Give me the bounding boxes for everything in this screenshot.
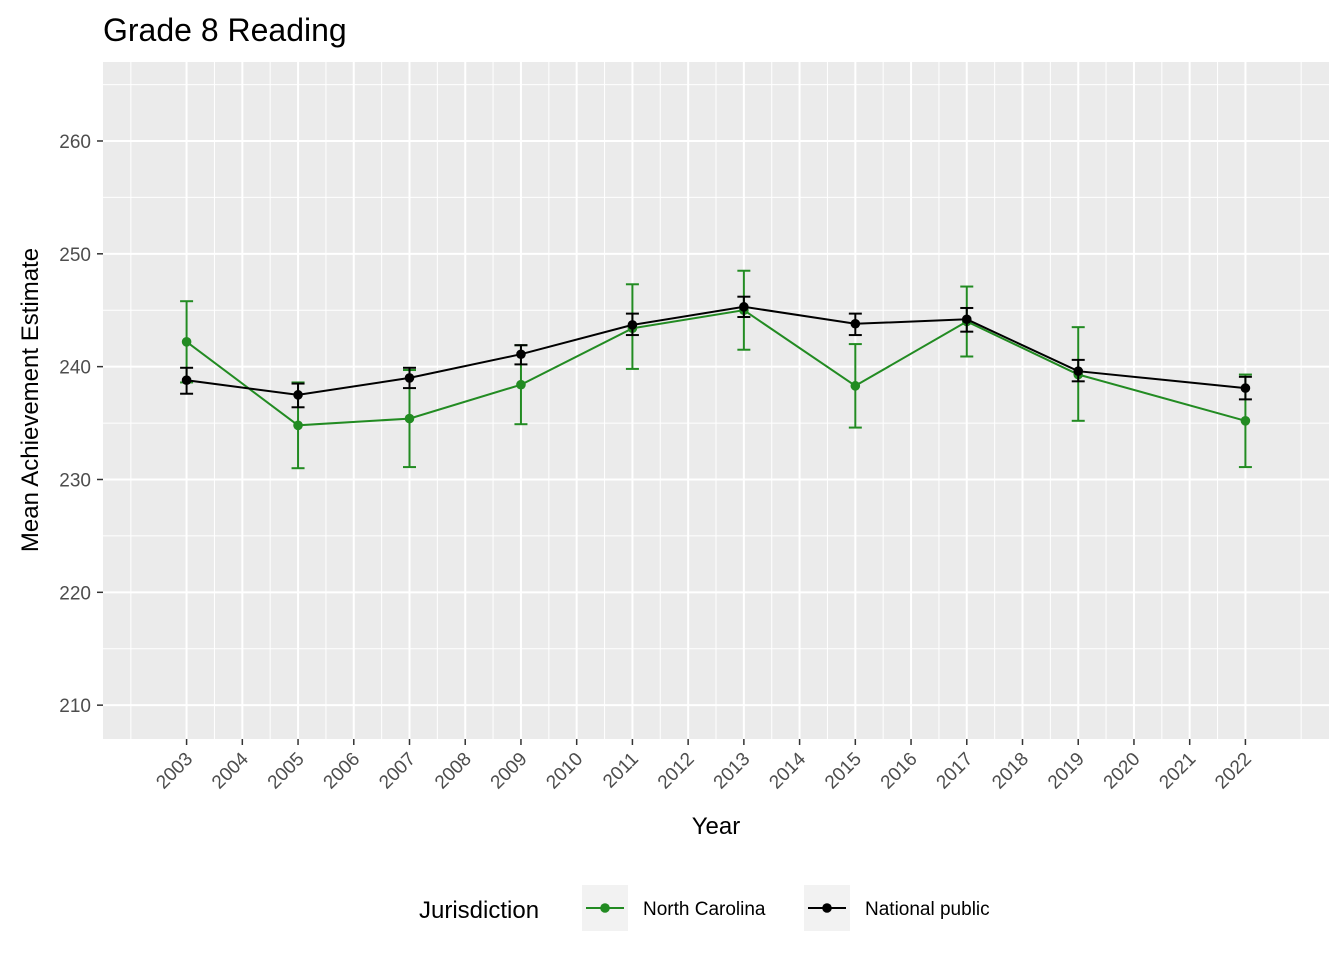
x-tick-label: 2013 (710, 749, 755, 794)
data-point (404, 413, 415, 424)
y-tick-label: 230 (59, 470, 91, 491)
data-point (1240, 383, 1251, 393)
y-axis: 210 220 230 240 250 260 (59, 132, 103, 717)
data-point (961, 314, 972, 325)
legend-label: National public (865, 899, 990, 920)
data-point (181, 337, 192, 347)
data-point (516, 379, 526, 390)
legend-label: North Carolina (643, 899, 766, 920)
x-tick-label: 2020 (1100, 749, 1145, 794)
x-tick-label: 2022 (1211, 749, 1256, 794)
data-point (293, 390, 303, 400)
x-tick-label: 2011 (599, 749, 643, 793)
x-tick-label: 2006 (320, 749, 365, 794)
data-point (850, 318, 861, 329)
y-tick-label: 210 (59, 696, 91, 717)
x-tick-label: 2012 (654, 749, 699, 794)
legend-item: National public (804, 885, 990, 931)
data-point (404, 373, 415, 383)
data-point (627, 320, 638, 330)
x-tick-label: 2017 (933, 749, 978, 794)
x-tick-label: 2010 (542, 749, 587, 794)
series-line (186, 305, 1246, 396)
x-axis: 2003 2004 2005 2006 2007 2008 2009 2010 2011 2012… (152, 739, 1256, 793)
data-point (739, 302, 749, 312)
legend-key-point (822, 903, 832, 913)
legend-title: Jurisdiction (419, 897, 539, 924)
x-tick-label: 2009 (487, 749, 532, 794)
data-point (293, 420, 303, 431)
x-tick-label: 2015 (821, 749, 866, 794)
data-point (1073, 366, 1084, 376)
x-tick-label: 2019 (1044, 749, 1089, 794)
data-point (181, 375, 192, 385)
x-tick-label: 2016 (877, 749, 922, 794)
grid-lines (103, 62, 1329, 739)
series-national-public (180, 295, 1252, 409)
data-point (516, 349, 526, 360)
y-axis-title: Mean Achievement Estimate (17, 248, 44, 552)
legend-key-point (600, 903, 610, 913)
x-tick-label: 2007 (375, 749, 420, 794)
legend: Jurisdiction North Carolina National publ… (419, 885, 990, 931)
series-north-carolina (180, 269, 1252, 470)
y-tick-label: 260 (59, 132, 91, 153)
y-tick-label: 240 (59, 358, 91, 379)
x-tick-label: 2005 (264, 749, 309, 794)
x-tick-label: 2003 (152, 749, 197, 794)
x-tick-label: 2014 (765, 748, 810, 793)
chart-title: Grade 8 Reading (103, 12, 347, 48)
x-axis-title: Year (692, 813, 741, 840)
x-tick-label: 2004 (208, 748, 253, 793)
series-layer (180, 269, 1252, 470)
y-tick-label: 220 (59, 583, 91, 604)
x-tick-label: 2018 (988, 749, 1033, 794)
data-point (850, 381, 861, 391)
legend-item: North Carolina (582, 885, 766, 931)
data-point (1240, 416, 1251, 426)
series-line (186, 309, 1246, 427)
x-tick-label: 2008 (431, 749, 476, 794)
y-tick-label: 250 (59, 245, 91, 266)
x-tick-label: 2021 (1155, 749, 1200, 794)
